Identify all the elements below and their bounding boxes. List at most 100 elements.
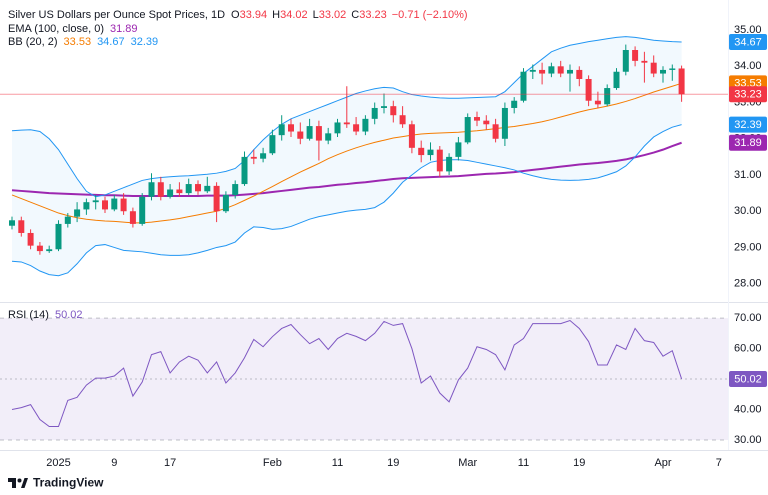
candle-body [83,202,90,210]
y-tick-label: 30.00 [734,434,762,446]
candle-body [576,69,583,79]
x-tick-label: 11 [332,457,343,469]
price-axis-label: 50.02 [729,370,767,387]
ohlc-label: L [313,9,319,21]
candle-body [418,147,425,156]
candle-body [539,69,546,74]
legend-name: BB (20, 2) [8,36,58,48]
candle-body [278,124,285,136]
x-tick-label: Apr [654,457,671,469]
candle-body [446,156,453,172]
ohlc-label: O [231,9,240,21]
candle-body [408,124,415,148]
candle-body [250,156,257,159]
candle-body [288,124,294,132]
candle-body [632,50,639,61]
candle-body [604,88,611,105]
x-tick-label: 17 [164,457,176,469]
candle-body [529,69,536,72]
candle-body [427,149,434,156]
indicator-line [11,124,682,277]
price-axis-box [729,86,767,103]
candle-body [204,185,211,192]
brand-logo: TradingView [8,476,104,490]
candle-body [241,156,248,185]
legend-name: RSI (14) [8,309,49,321]
y-tick-label: 31.00 [734,169,762,181]
candle-body [129,211,136,224]
price-axis-value: 50.02 [734,373,762,385]
candle-body [334,122,341,134]
candle-body [390,106,397,116]
candle-body [9,220,15,226]
x-tick-label: Feb [263,457,282,469]
candle-body [483,120,490,125]
candle-body [436,149,443,172]
candle-body [548,66,555,74]
candle-body [260,153,267,159]
legend-entry: RSI (14) 50.02 [8,309,83,321]
candle-body [64,216,71,224]
x-tick-label: 7 [716,457,722,469]
y-tick-label: 34.00 [734,60,762,72]
candle-body [520,71,527,101]
candle-body [362,118,369,132]
ohlc-value: 33.94 [240,9,268,21]
change-value: −0.71 (−2.10%) [392,9,468,21]
price-axis-label: 32.39 [729,116,767,133]
candle-body [157,182,164,197]
legend-title: Silver US Dollars per Ounce Spot Prices,… [8,9,468,21]
candle-body [111,198,118,210]
candle-body [613,71,620,89]
legend-entry: EMA (100, close, 0) 31.89 [8,23,138,35]
candle-body [399,115,406,125]
ohlc-label: C [351,9,359,21]
candle-body [176,189,183,194]
logo-slash [21,478,28,488]
candle-body [641,60,648,63]
candle-body [650,62,657,74]
candle-body [464,117,471,143]
x-tick-label: 11 [518,457,529,469]
chart-title: Silver US Dollars per Ounce Spot Prices,… [8,9,225,21]
price-axis-value: 33.23 [734,89,762,101]
candle-body [27,232,34,246]
candle-body [213,185,220,212]
ohlc-value: 34.02 [280,9,308,21]
candle-body [371,107,378,119]
logo-mark [8,478,16,488]
x-tick-label: 2025 [46,457,70,469]
band-fill [12,36,682,276]
candle-body [343,122,350,125]
x-tick-label: 9 [111,457,117,469]
candle-body [74,209,81,217]
candle-body [594,100,601,105]
x-tick-label: Mar [458,457,477,469]
ohlc-value: 33.02 [319,9,347,21]
y-tick-label: 29.00 [734,241,762,253]
price-axis-value: 31.89 [734,137,762,149]
candle-body [92,200,99,203]
candle-body [139,196,146,224]
y-tick-label: 70.00 [734,312,762,324]
legend-value: 31.89 [110,23,138,35]
candle-body [55,223,62,250]
legend-value: 33.53 [64,36,92,48]
price-axis-label: 31.89 [729,134,767,151]
candle-body [306,126,313,139]
logo-dot [17,478,22,483]
y-tick-label: 35.00 [734,24,762,36]
rsi-band [0,318,728,440]
candle-body [474,117,480,121]
candle-body [669,68,676,70]
candle-body [678,68,685,95]
candle-body [501,107,508,139]
brand-name: TradingView [33,476,104,490]
candle-body [222,194,229,212]
y-tick-label: 40.00 [734,403,762,415]
x-tick-label: 19 [573,457,585,469]
y-tick-label: 30.00 [734,205,762,217]
candle-body [195,184,201,192]
